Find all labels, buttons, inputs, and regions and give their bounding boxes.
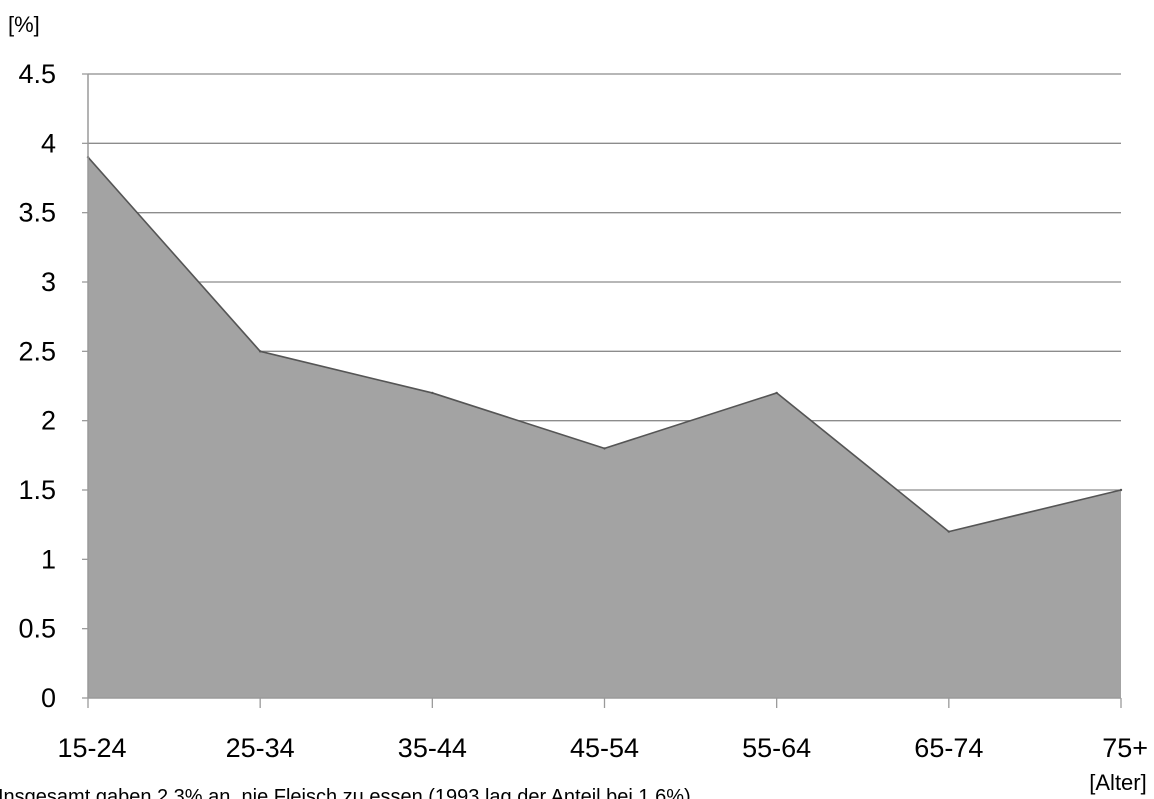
data-point — [947, 530, 951, 533]
footnote: Insgesamt gaben 2.3% an, nie Fleisch zu … — [0, 786, 691, 799]
y-tick-label: 4 — [41, 128, 56, 158]
footnote-group: Insgesamt gaben 2.3% an, nie Fleisch zu … — [0, 786, 691, 799]
y-axis-label: [%] — [8, 12, 40, 37]
x-axis-label: [Alter] — [1089, 770, 1146, 795]
x-tick-label: 35-44 — [398, 733, 467, 763]
y-tick-label: 1.5 — [18, 475, 56, 505]
x-tick-label: 15-24 — [57, 733, 126, 763]
y-tick-label: 0.5 — [18, 614, 56, 644]
x-tick-label: 65-74 — [914, 733, 983, 763]
axes — [82, 73, 1122, 708]
data-point — [258, 350, 262, 353]
x-tick-label: 25-34 — [226, 733, 295, 763]
area-fill — [88, 157, 1121, 698]
data-point — [603, 447, 606, 450]
x-tick-labels: 15-24 25-34 35-44 45-54 55-64 65-74 75+ — [57, 733, 1148, 763]
data-point — [775, 391, 778, 395]
x-tick-label: 55-64 — [742, 733, 811, 763]
data-point — [431, 391, 434, 395]
y-tick-label: 2.5 — [18, 336, 56, 366]
y-tick-label: 0 — [41, 683, 56, 713]
y-tick-labels: 0 0.5 1 1.5 2 2.5 3 3.5 4 4.5 — [18, 59, 56, 713]
y-tick-label: 3 — [41, 267, 56, 297]
x-tick-label: 75+ — [1102, 733, 1148, 763]
area-series — [86, 156, 1123, 698]
x-tick-label: 45-54 — [570, 733, 639, 763]
y-tick-label: 4.5 — [18, 59, 56, 89]
y-tick-label: 3.5 — [18, 198, 56, 228]
data-point — [1119, 488, 1123, 492]
y-tick-label: 2 — [41, 406, 56, 436]
y-tick-label: 1 — [41, 544, 56, 574]
